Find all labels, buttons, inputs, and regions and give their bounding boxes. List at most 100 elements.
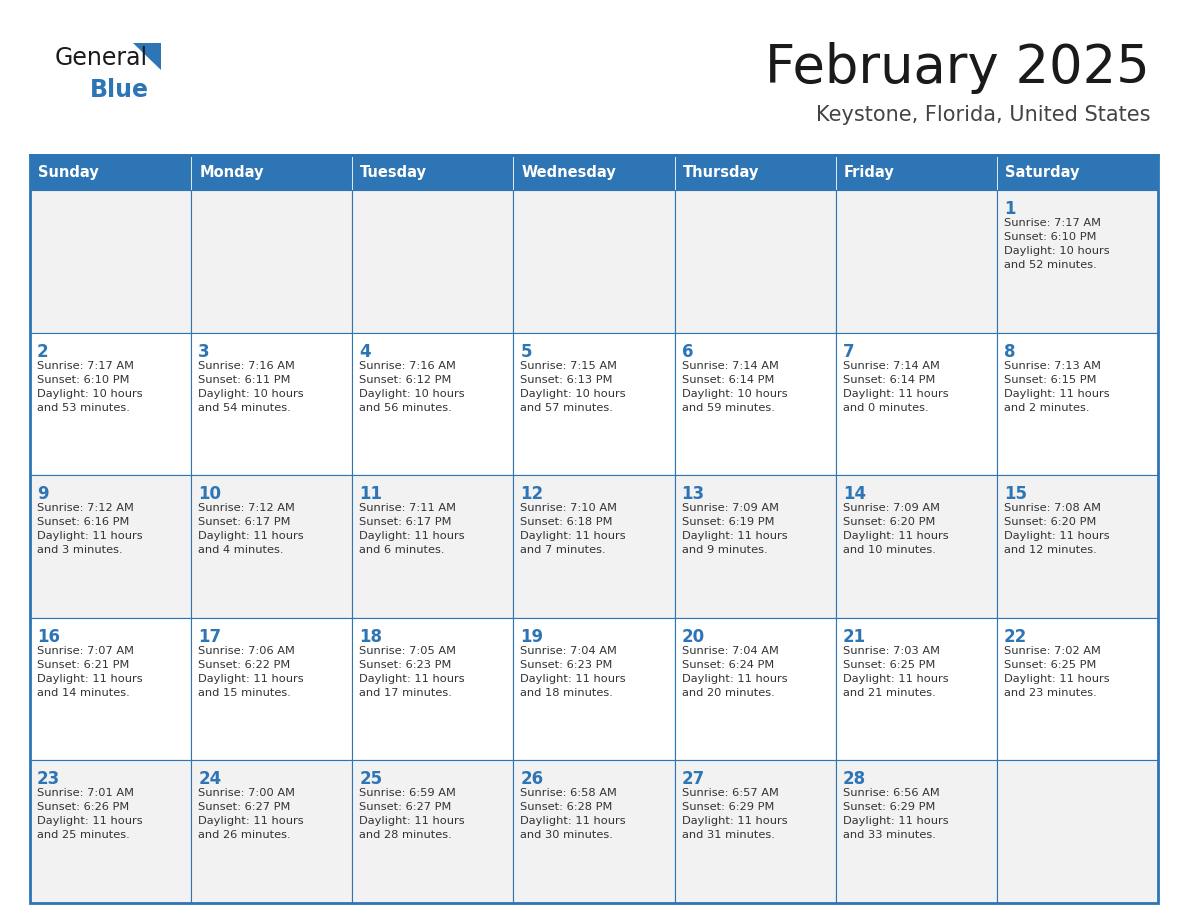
Text: Sunrise: 6:59 AM
Sunset: 6:27 PM
Daylight: 11 hours
and 28 minutes.: Sunrise: 6:59 AM Sunset: 6:27 PM Dayligh… bbox=[359, 789, 465, 840]
Bar bbox=[835, 190, 997, 332]
Bar bbox=[30, 190, 191, 332]
Text: Sunday: Sunday bbox=[38, 165, 99, 180]
Bar bbox=[353, 476, 513, 618]
Text: Sunrise: 7:17 AM
Sunset: 6:10 PM
Daylight: 10 hours
and 52 minutes.: Sunrise: 7:17 AM Sunset: 6:10 PM Dayligh… bbox=[1004, 218, 1110, 270]
Text: Friday: Friday bbox=[843, 165, 895, 180]
Bar bbox=[513, 618, 675, 760]
Text: Sunrise: 7:11 AM
Sunset: 6:17 PM
Daylight: 11 hours
and 6 minutes.: Sunrise: 7:11 AM Sunset: 6:17 PM Dayligh… bbox=[359, 503, 465, 555]
Bar bbox=[835, 476, 997, 618]
Bar bbox=[191, 155, 353, 190]
Polygon shape bbox=[133, 43, 162, 70]
Text: 9: 9 bbox=[37, 486, 49, 503]
Text: 5: 5 bbox=[520, 342, 532, 361]
Bar bbox=[835, 760, 997, 903]
Text: Wednesday: Wednesday bbox=[522, 165, 617, 180]
Text: 3: 3 bbox=[198, 342, 210, 361]
Text: Sunrise: 7:09 AM
Sunset: 6:20 PM
Daylight: 11 hours
and 10 minutes.: Sunrise: 7:09 AM Sunset: 6:20 PM Dayligh… bbox=[842, 503, 948, 555]
Text: 11: 11 bbox=[359, 486, 383, 503]
Text: Sunrise: 6:57 AM
Sunset: 6:29 PM
Daylight: 11 hours
and 31 minutes.: Sunrise: 6:57 AM Sunset: 6:29 PM Dayligh… bbox=[682, 789, 788, 840]
Text: Sunrise: 7:03 AM
Sunset: 6:25 PM
Daylight: 11 hours
and 21 minutes.: Sunrise: 7:03 AM Sunset: 6:25 PM Dayligh… bbox=[842, 645, 948, 698]
Bar bbox=[997, 332, 1158, 476]
Bar bbox=[835, 332, 997, 476]
Text: 4: 4 bbox=[359, 342, 371, 361]
Text: Sunrise: 7:15 AM
Sunset: 6:13 PM
Daylight: 10 hours
and 57 minutes.: Sunrise: 7:15 AM Sunset: 6:13 PM Dayligh… bbox=[520, 361, 626, 412]
Bar bbox=[353, 332, 513, 476]
Bar bbox=[191, 476, 353, 618]
Text: 6: 6 bbox=[682, 342, 693, 361]
Bar bbox=[675, 476, 835, 618]
Text: Thursday: Thursday bbox=[683, 165, 759, 180]
Bar bbox=[513, 760, 675, 903]
Bar bbox=[191, 618, 353, 760]
Bar bbox=[997, 190, 1158, 332]
Text: 1: 1 bbox=[1004, 200, 1016, 218]
Bar bbox=[191, 190, 353, 332]
Bar bbox=[513, 332, 675, 476]
Bar bbox=[835, 618, 997, 760]
Text: Sunrise: 7:00 AM
Sunset: 6:27 PM
Daylight: 11 hours
and 26 minutes.: Sunrise: 7:00 AM Sunset: 6:27 PM Dayligh… bbox=[198, 789, 304, 840]
Text: 26: 26 bbox=[520, 770, 544, 789]
Bar bbox=[835, 155, 997, 190]
Bar bbox=[675, 760, 835, 903]
Bar bbox=[191, 760, 353, 903]
Text: Saturday: Saturday bbox=[1005, 165, 1080, 180]
Text: Sunrise: 7:16 AM
Sunset: 6:12 PM
Daylight: 10 hours
and 56 minutes.: Sunrise: 7:16 AM Sunset: 6:12 PM Dayligh… bbox=[359, 361, 465, 412]
Text: 13: 13 bbox=[682, 486, 704, 503]
Text: Sunrise: 6:58 AM
Sunset: 6:28 PM
Daylight: 11 hours
and 30 minutes.: Sunrise: 6:58 AM Sunset: 6:28 PM Dayligh… bbox=[520, 789, 626, 840]
Text: Sunrise: 7:04 AM
Sunset: 6:23 PM
Daylight: 11 hours
and 18 minutes.: Sunrise: 7:04 AM Sunset: 6:23 PM Dayligh… bbox=[520, 645, 626, 698]
Text: 14: 14 bbox=[842, 486, 866, 503]
Text: 21: 21 bbox=[842, 628, 866, 645]
Bar bbox=[997, 155, 1158, 190]
Bar bbox=[997, 618, 1158, 760]
Bar bbox=[191, 332, 353, 476]
Text: Sunrise: 7:01 AM
Sunset: 6:26 PM
Daylight: 11 hours
and 25 minutes.: Sunrise: 7:01 AM Sunset: 6:26 PM Dayligh… bbox=[37, 789, 143, 840]
Text: Sunrise: 7:07 AM
Sunset: 6:21 PM
Daylight: 11 hours
and 14 minutes.: Sunrise: 7:07 AM Sunset: 6:21 PM Dayligh… bbox=[37, 645, 143, 698]
Bar bbox=[675, 190, 835, 332]
Bar bbox=[30, 332, 191, 476]
Text: 24: 24 bbox=[198, 770, 221, 789]
Text: 10: 10 bbox=[198, 486, 221, 503]
Bar bbox=[30, 760, 191, 903]
Text: Monday: Monday bbox=[200, 165, 264, 180]
Text: Sunrise: 7:04 AM
Sunset: 6:24 PM
Daylight: 11 hours
and 20 minutes.: Sunrise: 7:04 AM Sunset: 6:24 PM Dayligh… bbox=[682, 645, 788, 698]
Text: 28: 28 bbox=[842, 770, 866, 789]
Text: Sunrise: 7:13 AM
Sunset: 6:15 PM
Daylight: 11 hours
and 2 minutes.: Sunrise: 7:13 AM Sunset: 6:15 PM Dayligh… bbox=[1004, 361, 1110, 412]
Text: 23: 23 bbox=[37, 770, 61, 789]
Text: Sunrise: 7:12 AM
Sunset: 6:16 PM
Daylight: 11 hours
and 3 minutes.: Sunrise: 7:12 AM Sunset: 6:16 PM Dayligh… bbox=[37, 503, 143, 555]
Bar bbox=[997, 476, 1158, 618]
Bar bbox=[513, 155, 675, 190]
Text: Sunrise: 7:06 AM
Sunset: 6:22 PM
Daylight: 11 hours
and 15 minutes.: Sunrise: 7:06 AM Sunset: 6:22 PM Dayligh… bbox=[198, 645, 304, 698]
Text: Sunrise: 7:12 AM
Sunset: 6:17 PM
Daylight: 11 hours
and 4 minutes.: Sunrise: 7:12 AM Sunset: 6:17 PM Dayligh… bbox=[198, 503, 304, 555]
Bar bbox=[513, 476, 675, 618]
Text: Blue: Blue bbox=[90, 78, 148, 102]
Text: 25: 25 bbox=[359, 770, 383, 789]
Text: 18: 18 bbox=[359, 628, 383, 645]
Text: Sunrise: 7:14 AM
Sunset: 6:14 PM
Daylight: 10 hours
and 59 minutes.: Sunrise: 7:14 AM Sunset: 6:14 PM Dayligh… bbox=[682, 361, 788, 412]
Bar bbox=[675, 618, 835, 760]
Text: 15: 15 bbox=[1004, 486, 1026, 503]
Text: Sunrise: 7:08 AM
Sunset: 6:20 PM
Daylight: 11 hours
and 12 minutes.: Sunrise: 7:08 AM Sunset: 6:20 PM Dayligh… bbox=[1004, 503, 1110, 555]
Bar bbox=[30, 618, 191, 760]
Bar bbox=[353, 760, 513, 903]
Text: 27: 27 bbox=[682, 770, 704, 789]
Text: Tuesday: Tuesday bbox=[360, 165, 428, 180]
Bar bbox=[30, 155, 191, 190]
Text: General: General bbox=[55, 46, 148, 70]
Text: Sunrise: 7:02 AM
Sunset: 6:25 PM
Daylight: 11 hours
and 23 minutes.: Sunrise: 7:02 AM Sunset: 6:25 PM Dayligh… bbox=[1004, 645, 1110, 698]
Text: 2: 2 bbox=[37, 342, 49, 361]
Bar bbox=[675, 332, 835, 476]
Bar bbox=[30, 155, 1158, 903]
Text: 19: 19 bbox=[520, 628, 544, 645]
Text: 7: 7 bbox=[842, 342, 854, 361]
Bar bbox=[353, 618, 513, 760]
Bar bbox=[30, 476, 191, 618]
Bar bbox=[513, 190, 675, 332]
Bar bbox=[353, 155, 513, 190]
Text: Sunrise: 6:56 AM
Sunset: 6:29 PM
Daylight: 11 hours
and 33 minutes.: Sunrise: 6:56 AM Sunset: 6:29 PM Dayligh… bbox=[842, 789, 948, 840]
Text: February 2025: February 2025 bbox=[765, 42, 1150, 94]
Text: 22: 22 bbox=[1004, 628, 1028, 645]
Text: 20: 20 bbox=[682, 628, 704, 645]
Bar bbox=[675, 155, 835, 190]
Text: Sunrise: 7:09 AM
Sunset: 6:19 PM
Daylight: 11 hours
and 9 minutes.: Sunrise: 7:09 AM Sunset: 6:19 PM Dayligh… bbox=[682, 503, 788, 555]
Text: 16: 16 bbox=[37, 628, 61, 645]
